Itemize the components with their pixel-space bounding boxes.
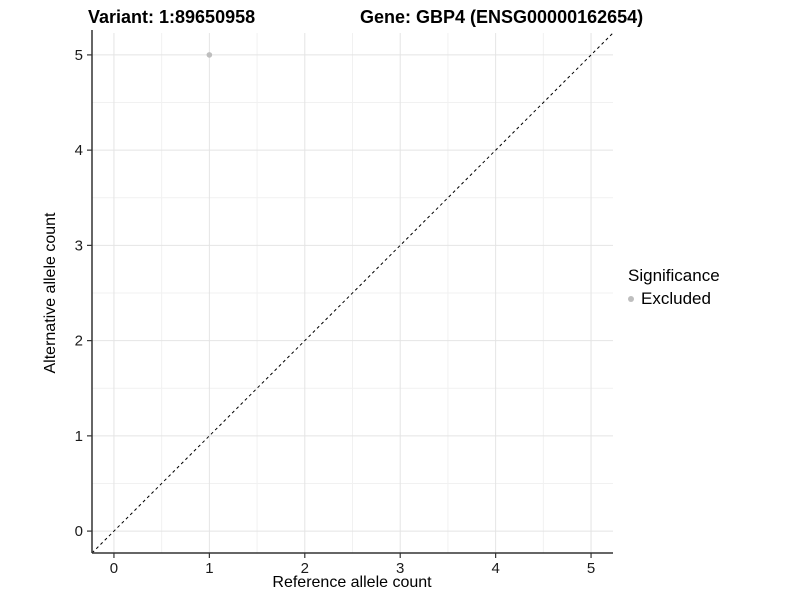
legend-point-icon: [628, 296, 634, 302]
legend-items: Excluded: [628, 289, 720, 309]
legend-item: Excluded: [628, 289, 720, 309]
x-axis-title: Reference allele count: [272, 574, 432, 591]
y-tick-label: 0: [75, 523, 83, 540]
x-tick-label: 5: [587, 560, 595, 577]
legend-title: Significance: [628, 266, 720, 285]
y-tick-label: 1: [75, 428, 83, 445]
identity-reference-line: [91, 32, 614, 554]
x-tick-label: 4: [491, 560, 499, 577]
x-tick-label: 2: [301, 560, 309, 577]
x-tick-label: 1: [205, 560, 213, 577]
x-tick-label: 3: [396, 560, 404, 577]
y-tick-label: 3: [75, 237, 83, 254]
legend-item-label: Excluded: [641, 289, 711, 308]
x-tick-label: 0: [110, 560, 118, 577]
y-axis-title: Alternative allele count: [42, 212, 59, 374]
data-point: [206, 52, 213, 58]
y-tick-label: 4: [75, 142, 83, 159]
y-tick-label: 2: [75, 333, 83, 350]
legend: Significance Excluded: [628, 266, 720, 309]
gene-title: Gene: GBP4 (ENSG00000162654): [360, 7, 644, 27]
y-tick-label: 5: [75, 47, 83, 64]
variant-title: Variant: 1:89650958: [88, 7, 256, 27]
